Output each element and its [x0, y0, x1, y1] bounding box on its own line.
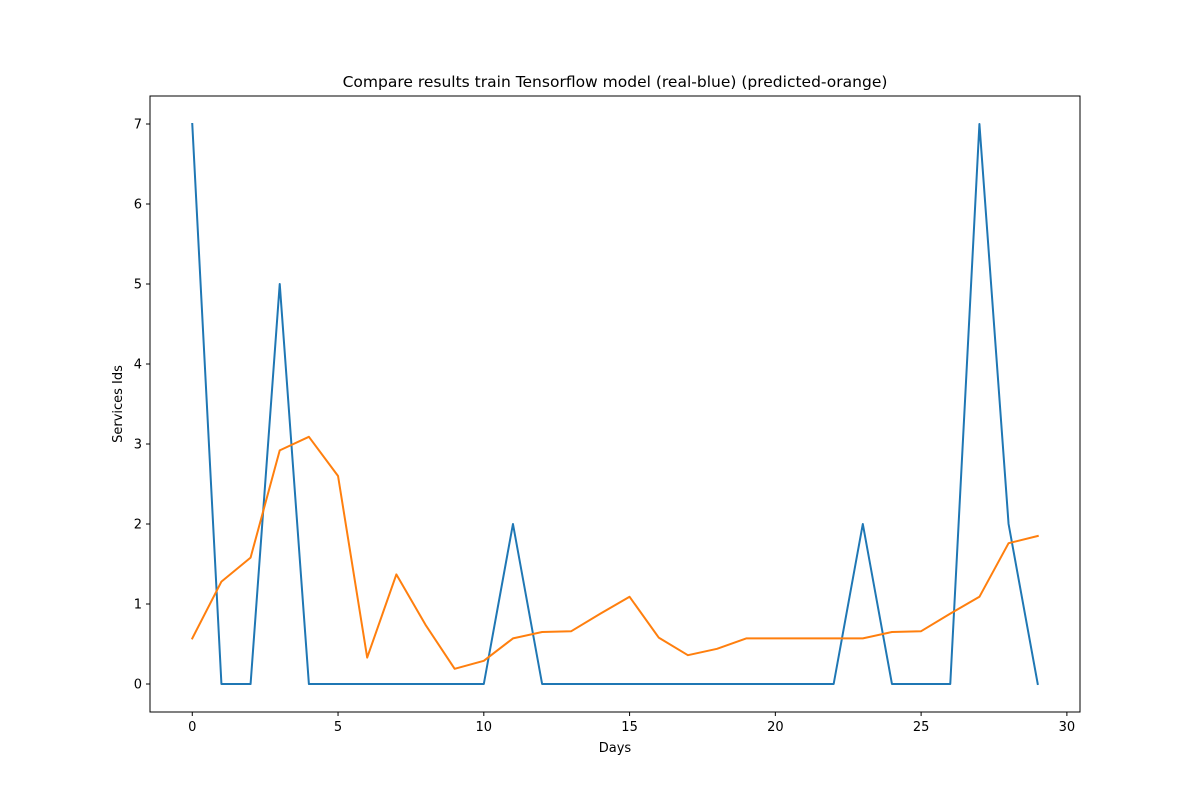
x-axis-label: Days: [599, 741, 632, 756]
y-tick-label: 7: [134, 118, 142, 133]
x-tick-label: 0: [188, 720, 196, 735]
y-tick-label: 1: [134, 598, 142, 613]
x-tick-label: 15: [621, 720, 638, 735]
series-line-1: [190, 435, 1039, 670]
x-tick-label: 5: [334, 720, 342, 735]
y-tick-label: 2: [134, 518, 142, 533]
y-tick-label: 3: [134, 438, 142, 453]
x-tick-label: 30: [1059, 720, 1076, 735]
x-tick-label: 10: [476, 720, 493, 735]
series-line-0: [191, 122, 1039, 686]
plot-area: 0 5 10 15 20 25 30 0 1 2 3 4 5 6 7: [134, 95, 1081, 735]
plot-frame: [149, 95, 1081, 713]
x-tick-label: 20: [767, 720, 784, 735]
y-axis-label: Services Ids: [111, 365, 126, 443]
y-tick-label: 6: [134, 198, 142, 213]
y-tick-label: 5: [134, 278, 142, 293]
y-tick-label: 4: [134, 358, 142, 373]
y-tick-label: 0: [134, 678, 142, 693]
x-tick-label: 25: [913, 720, 930, 735]
chart-title: Compare results train Tensorflow model (…: [343, 73, 888, 91]
